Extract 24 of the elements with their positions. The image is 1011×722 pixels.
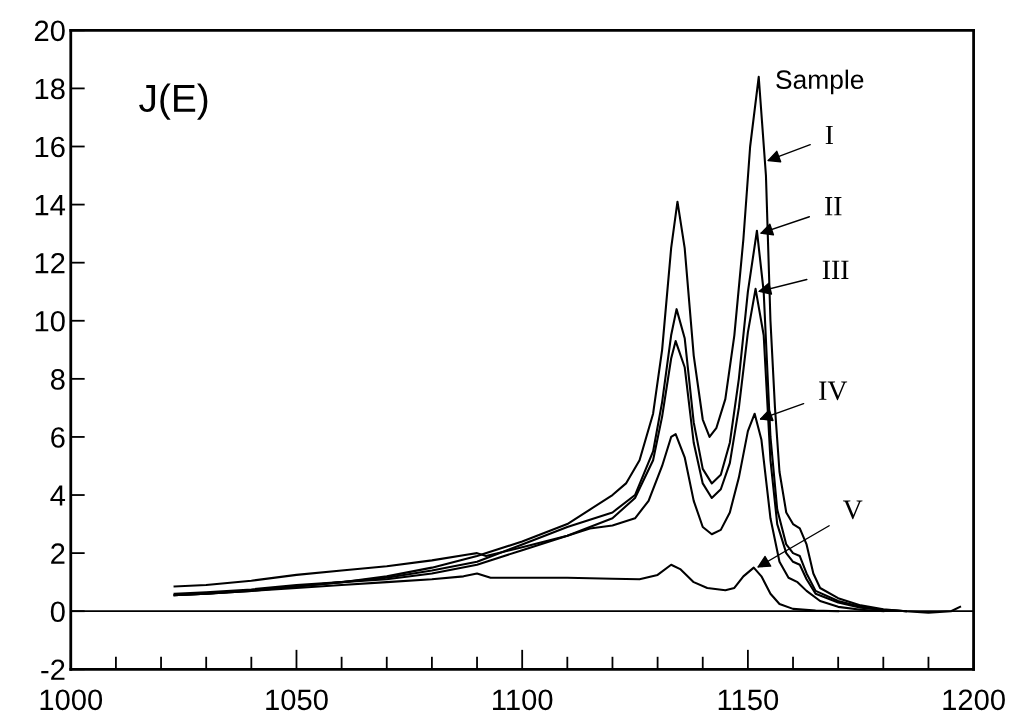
annotation: III <box>822 260 849 279</box>
y-tick-label: 20 <box>34 20 65 42</box>
y-tick-label: -2 <box>41 659 65 680</box>
y-tick-label: 4 <box>50 485 66 506</box>
y-tick-label: 18 <box>35 78 65 100</box>
annotation: II <box>824 197 842 216</box>
y-tick-label: 14 <box>35 195 66 216</box>
x-tick-label: 1150 <box>718 689 779 711</box>
y-tick-label: 16 <box>35 136 65 158</box>
y-tick-label: 2 <box>51 543 65 564</box>
x-tick-label: 1050 <box>266 689 328 711</box>
x-tick-label: 1200 <box>943 689 1005 711</box>
y-tick-label: 8 <box>50 369 65 390</box>
y-tick-label: 10 <box>35 310 65 332</box>
annotation: Sample <box>776 69 864 95</box>
x-tick-label: 1000 <box>40 689 103 711</box>
annotation: J(E) <box>139 83 208 120</box>
annotation: IV <box>819 381 848 401</box>
y-tick-label: 6 <box>51 427 65 448</box>
y-tick-label: 12 <box>35 252 65 274</box>
x-tick-label: 1100 <box>493 689 553 711</box>
y-tick-label: 0 <box>50 601 65 623</box>
annotation: I <box>825 125 833 145</box>
annotation: V <box>843 500 863 520</box>
